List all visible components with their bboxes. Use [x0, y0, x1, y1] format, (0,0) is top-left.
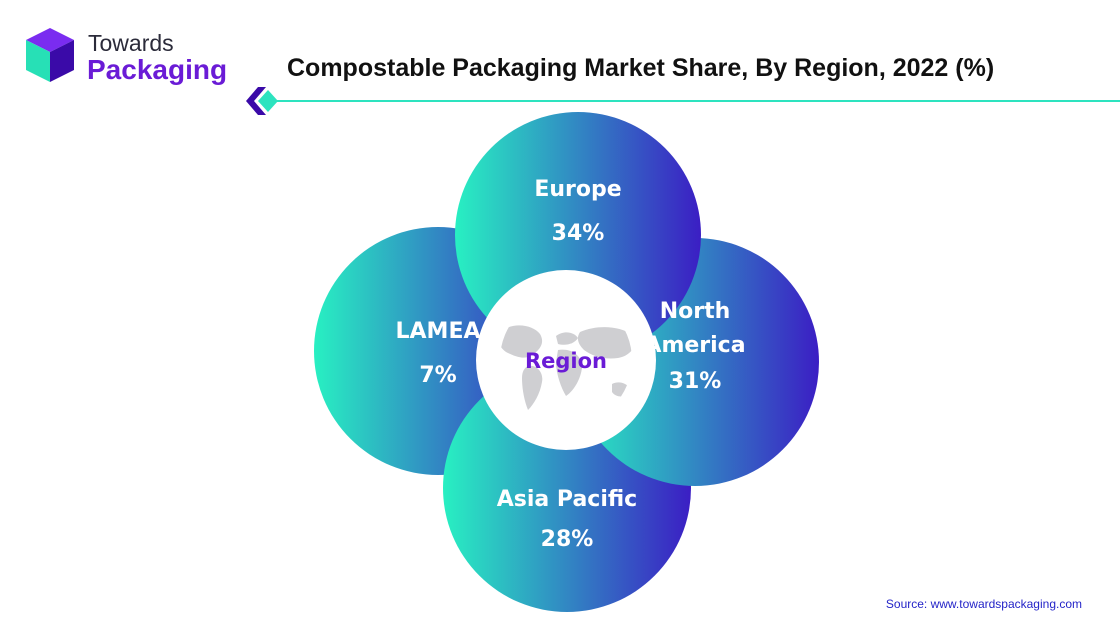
category-label-europe: Europe: [534, 177, 621, 202]
category-label-north-america-2: America: [644, 333, 745, 358]
category-label-north-america-1: North: [660, 299, 731, 324]
value-label-lamea: 7%: [419, 363, 456, 388]
category-label-lamea: LAMEA: [396, 319, 481, 344]
value-label-europe: 34%: [552, 221, 605, 246]
brand-name-bottom: Packaging: [87, 54, 228, 85]
brand-name-top: Towards: [88, 30, 174, 56]
chevron-left-icon: [246, 87, 278, 115]
chart-title: Compostable Packaging Market Share, By R…: [287, 54, 995, 82]
value-label-north-america: 31%: [669, 369, 722, 394]
brand-logo: Towards Packaging: [20, 20, 250, 90]
source-note: Source: www.towardspackaging.com: [885, 597, 1082, 611]
logo-cube-icon: [26, 28, 74, 82]
title-rule: [268, 100, 1120, 102]
category-label-asia-pacific: Asia Pacific: [497, 487, 637, 512]
world-map-icon: [500, 325, 632, 410]
center-label: Region: [525, 349, 607, 373]
value-label-asia-pacific: 28%: [541, 527, 594, 552]
